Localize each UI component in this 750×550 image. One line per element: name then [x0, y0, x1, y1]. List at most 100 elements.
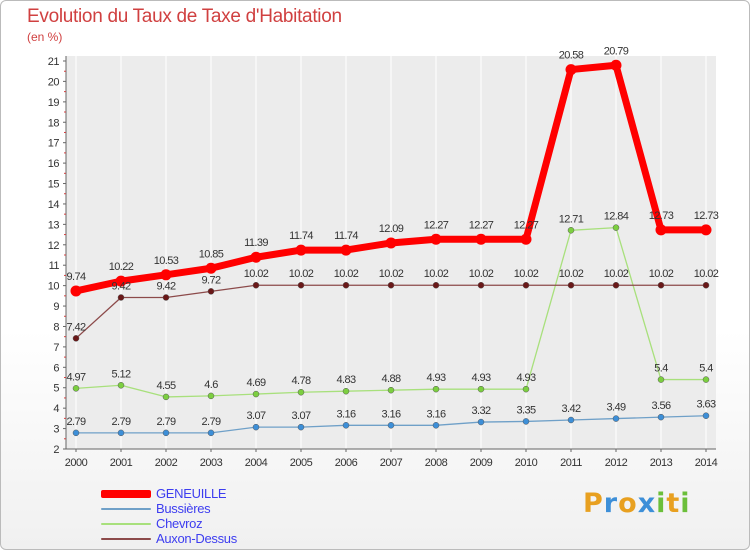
data-point — [477, 281, 485, 289]
data-point — [477, 418, 485, 426]
logo-letter: i — [680, 488, 691, 519]
legend-swatch — [101, 538, 151, 540]
y-tick-label: 2 — [53, 444, 59, 456]
data-label: 3.56 — [651, 400, 670, 412]
data-point — [295, 244, 307, 256]
data-label: 10.02 — [694, 268, 719, 280]
data-label: 12.73 — [694, 210, 719, 222]
data-label: 11.39 — [244, 237, 268, 249]
data-point — [475, 233, 487, 245]
legend-label: Bussières — [156, 501, 211, 516]
data-label: 10.02 — [649, 268, 674, 280]
data-point — [72, 335, 80, 342]
y-tick-label: 7 — [53, 342, 59, 354]
data-point — [702, 376, 710, 383]
data-label: 10.22 — [109, 261, 134, 273]
data-label: 9.72 — [201, 274, 220, 286]
data-label: 5.4 — [699, 363, 713, 375]
data-label: 9.42 — [111, 280, 130, 292]
data-label: 3.07 — [246, 410, 265, 422]
data-label: 12.27 — [514, 219, 539, 231]
data-point — [702, 281, 710, 289]
data-point — [655, 224, 667, 236]
data-label: 10.02 — [604, 268, 629, 280]
data-label: 10.02 — [514, 268, 539, 280]
data-point — [477, 385, 485, 393]
data-point — [342, 422, 350, 429]
data-point — [612, 415, 620, 422]
y-tick-label: 15 — [48, 179, 60, 191]
data-label: 3.16 — [426, 408, 445, 420]
data-point — [162, 294, 170, 301]
x-tick-label: 2008 — [425, 457, 448, 469]
data-label: 4.83 — [336, 374, 355, 386]
data-label: 3.42 — [561, 403, 580, 415]
data-label: 4.69 — [246, 377, 265, 389]
data-point — [567, 281, 575, 289]
data-label: 20.79 — [604, 45, 629, 57]
data-label: 4.93 — [471, 372, 490, 384]
logo-letter: P — [583, 488, 604, 519]
data-label: 12.73 — [649, 210, 674, 222]
logo-letter: r — [603, 488, 619, 519]
data-point — [700, 224, 712, 236]
x-tick-label: 2005 — [290, 457, 313, 469]
data-label: 2.79 — [66, 416, 85, 428]
data-label: 10.02 — [469, 268, 494, 280]
logo-letter: i — [656, 488, 667, 519]
data-point — [702, 412, 710, 419]
data-label: 10.02 — [244, 268, 269, 280]
data-point — [70, 285, 82, 297]
data-label: 3.16 — [336, 408, 355, 420]
x-tick-label: 2013 — [650, 457, 673, 469]
data-point — [207, 429, 215, 437]
data-label: 10.02 — [424, 268, 449, 280]
data-point — [72, 429, 80, 437]
data-point — [72, 385, 80, 392]
data-point — [657, 413, 665, 421]
x-tick-label: 2006 — [335, 457, 358, 469]
y-tick-label: 4 — [53, 403, 59, 415]
data-label: 4.55 — [156, 380, 175, 392]
legend-swatch — [101, 523, 151, 525]
y-tick-label: 13 — [48, 219, 60, 231]
y-tick-label: 17 — [48, 138, 60, 150]
data-label: 2.79 — [156, 416, 175, 428]
data-label: 4.97 — [66, 371, 85, 383]
y-tick-label: 9 — [53, 301, 59, 313]
data-label: 12.09 — [379, 223, 404, 235]
data-label: 10.02 — [289, 268, 314, 280]
x-tick-label: 2009 — [470, 457, 493, 469]
data-point — [657, 281, 665, 289]
x-tick-label: 2007 — [380, 457, 403, 469]
x-tick-label: 2002 — [155, 457, 178, 469]
x-tick-label: 2004 — [245, 457, 268, 469]
y-axis-unit-label: (en %) — [27, 30, 63, 44]
data-point — [250, 251, 262, 263]
data-label: 9.74 — [66, 271, 85, 283]
y-tick-label: 21 — [48, 56, 60, 68]
y-tick-label: 12 — [48, 240, 60, 252]
data-label: 5.12 — [111, 368, 130, 380]
data-point — [162, 393, 170, 401]
data-label: 3.07 — [291, 410, 310, 422]
data-point — [567, 227, 575, 234]
y-tick-label: 14 — [48, 199, 60, 211]
data-point — [207, 288, 215, 295]
y-tick-label: 10 — [48, 281, 60, 293]
data-label: 3.49 — [606, 402, 625, 414]
y-tick-label: 3 — [53, 424, 59, 436]
y-tick-label: 18 — [48, 117, 60, 129]
data-point — [205, 262, 217, 274]
data-point — [522, 418, 530, 425]
data-point — [612, 224, 620, 231]
data-point — [567, 416, 575, 424]
data-point — [432, 422, 440, 429]
data-label: 4.93 — [426, 372, 445, 384]
data-point — [252, 281, 260, 289]
legend-label: GENEUILLE — [156, 486, 227, 501]
data-point — [387, 422, 395, 429]
data-label: 3.35 — [516, 404, 535, 416]
